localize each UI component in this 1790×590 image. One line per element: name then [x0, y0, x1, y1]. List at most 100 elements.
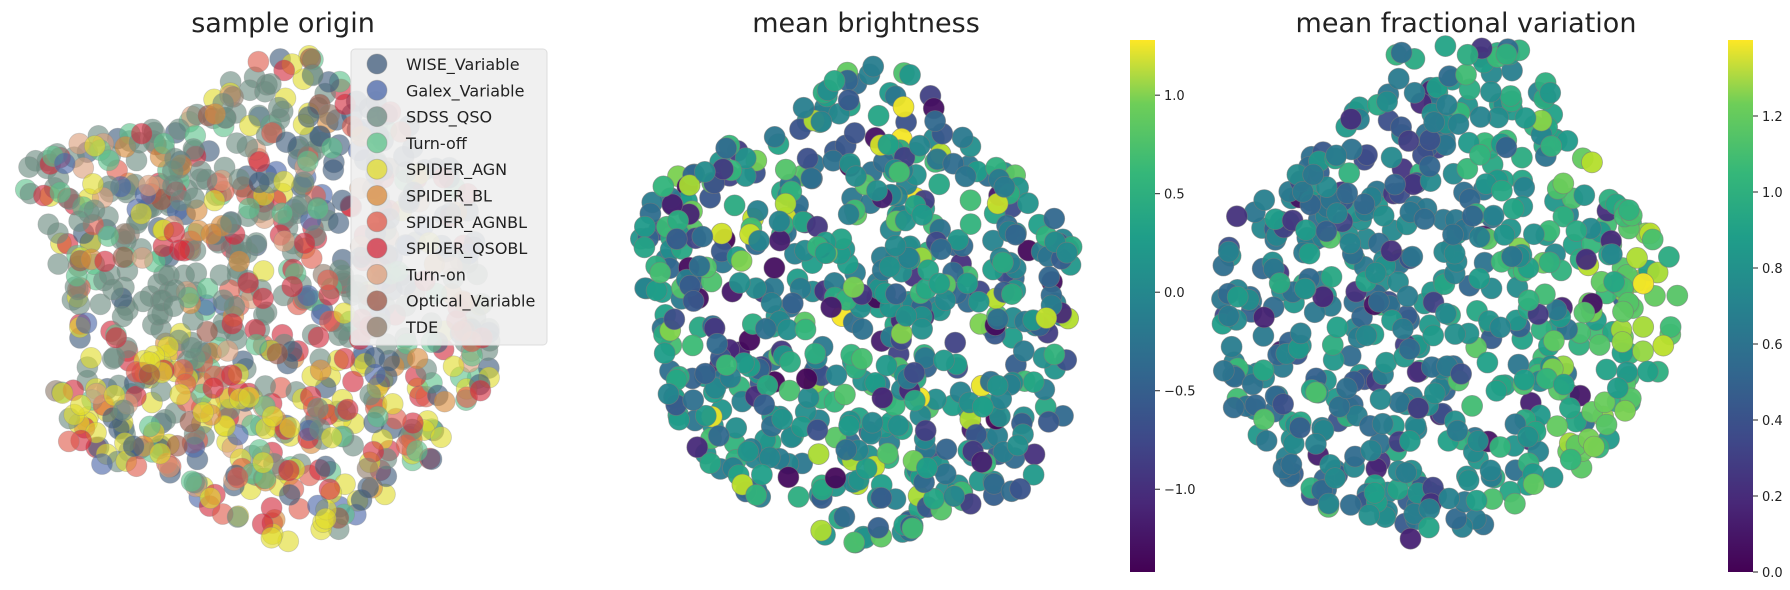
scatter-point — [75, 312, 98, 335]
scatter-point — [665, 228, 688, 250]
scatter-point — [745, 484, 768, 506]
scatter-point — [102, 278, 124, 301]
scatter-point — [875, 354, 898, 377]
scatter-points — [630, 55, 1083, 554]
scatter-point — [1305, 381, 1327, 404]
scatter-point — [903, 389, 926, 412]
scatter-point — [138, 363, 161, 386]
scatter-point — [1217, 305, 1240, 327]
scatter-point — [51, 382, 74, 405]
legend-marker — [366, 53, 388, 75]
scatter-point — [1320, 265, 1343, 288]
scatter-point — [804, 342, 827, 365]
scatter-point — [748, 229, 770, 252]
scatter-point — [837, 89, 860, 111]
scatter-point — [970, 451, 993, 474]
scatter-point — [1226, 285, 1249, 308]
scatter-point — [796, 147, 819, 170]
scatter-point — [1004, 223, 1027, 246]
colorbar-tick-label: 0.0 — [1762, 566, 1783, 581]
scatter-point — [1001, 283, 1023, 306]
scatter-point — [1552, 373, 1575, 396]
scatter-point — [814, 242, 837, 265]
scatter-point — [688, 255, 711, 278]
scatter-point — [756, 374, 779, 397]
scatter-point — [652, 175, 675, 198]
scatter-point — [1384, 173, 1406, 196]
scatter-point — [1363, 481, 1386, 504]
scatter-point — [824, 467, 847, 489]
scatter-point — [273, 59, 296, 82]
scatter-point — [1442, 223, 1464, 246]
scatter-point — [209, 264, 232, 287]
scatter-point — [1253, 306, 1275, 329]
scatter-point — [1371, 412, 1394, 435]
scatter-point — [266, 342, 289, 365]
scatter-point — [1559, 397, 1581, 419]
scatter-point — [1043, 207, 1066, 230]
scatter-point — [1012, 340, 1035, 363]
scatter-point — [220, 364, 243, 387]
scatter-point — [196, 320, 219, 343]
scatter-point — [1581, 151, 1603, 174]
scatter-point — [331, 189, 354, 212]
scatter-point — [260, 526, 283, 549]
scatter-point — [132, 290, 154, 313]
scatter-point — [930, 238, 952, 261]
scatter-point — [169, 189, 192, 212]
scatter-point — [1559, 448, 1582, 471]
colorbar-tick-label: −1.0 — [1164, 483, 1196, 498]
scatter-point — [1399, 430, 1421, 452]
colorbar-tick-label: 1.0 — [1164, 89, 1185, 104]
scatter-point — [888, 161, 911, 184]
scatter-point — [1418, 498, 1441, 521]
legend-marker — [366, 185, 388, 206]
scatter-point — [1317, 492, 1340, 515]
scatter-point — [293, 232, 316, 255]
scatter-point — [1253, 189, 1276, 212]
scatter-point — [381, 392, 404, 415]
scatter-point — [763, 125, 786, 148]
legend-label: Galex_Variable — [406, 81, 524, 101]
scatter-point — [306, 197, 329, 220]
scatter-point — [1595, 358, 1618, 381]
scatter-point — [1380, 240, 1403, 262]
scatter-point — [94, 250, 116, 273]
scatter-point — [823, 70, 846, 92]
scatter-point — [778, 379, 801, 402]
scatter-point — [754, 317, 777, 340]
scatter-point — [834, 383, 856, 406]
scatter-point — [723, 194, 746, 217]
scatter-point — [271, 202, 294, 225]
scatter-point — [57, 430, 80, 453]
scatter-point — [1636, 360, 1659, 383]
scatter-point — [430, 426, 452, 449]
legend-marker — [366, 79, 388, 101]
scatter-point — [928, 173, 951, 196]
scatter-point — [1226, 205, 1248, 228]
scatter-point — [908, 134, 931, 157]
scatter-point — [1552, 172, 1575, 195]
scatter-point — [884, 234, 907, 257]
scatter-point — [1626, 246, 1648, 269]
scatter-point — [214, 415, 236, 438]
scatter-point — [131, 246, 154, 269]
scatter-point — [111, 305, 134, 328]
scatter-point — [252, 451, 275, 474]
scatter-point — [1513, 176, 1536, 199]
scatter-point — [1461, 394, 1483, 417]
chart-title: mean brightness — [752, 8, 980, 39]
scatter-point — [1252, 324, 1275, 347]
scatter-point — [1009, 477, 1032, 500]
scatter-point — [1456, 43, 1479, 66]
chart-title: sample origin — [191, 8, 375, 39]
scatter-point — [1588, 334, 1611, 356]
scatter-point — [1038, 266, 1061, 288]
scatter-point — [1339, 232, 1362, 255]
scatter-point — [1387, 67, 1410, 90]
scatter-point — [1652, 334, 1675, 357]
scatter-point — [1611, 331, 1634, 353]
scatter-point — [364, 363, 387, 386]
scatter-point — [634, 215, 656, 238]
scatter-point — [838, 414, 860, 437]
